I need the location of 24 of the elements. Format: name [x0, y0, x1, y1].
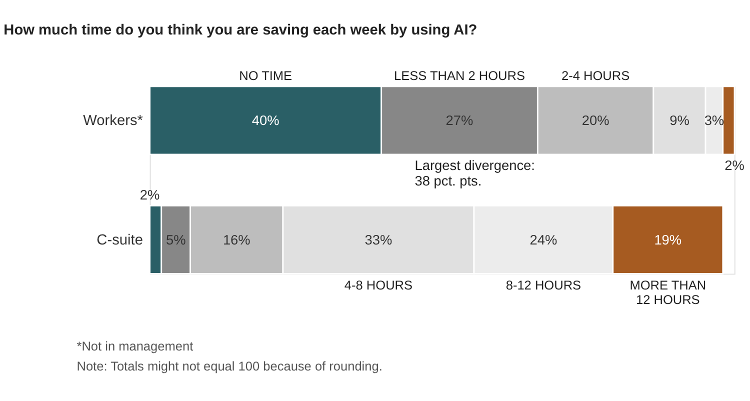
data-label: 33%: [364, 232, 392, 248]
data-label: 2%: [724, 158, 744, 173]
series-label: 4-8 HOURS: [344, 277, 413, 292]
data-label: 40%: [252, 113, 280, 128]
data-label: 16%: [222, 232, 250, 248]
chart-title: How much time do you think you are saving each week by using AI?: [4, 22, 478, 38]
series-label: MORE THAN 12 HOURS: [630, 277, 706, 307]
series-label: 2-4 HOURS: [561, 68, 630, 84]
text: *Not in management: [76, 338, 194, 354]
series-label: LESS THAN 2 HOURS: [394, 68, 526, 84]
text: Note: Totals might not equal 100 because of rounding.: [76, 358, 382, 374]
data-label: 27%: [446, 113, 474, 128]
series-label: NO TIME: [239, 68, 292, 84]
y-tick-label: Workers*: [83, 113, 144, 130]
data-label: 5%: [166, 232, 186, 248]
data-label: 3%: [704, 113, 724, 128]
series-label: 8-12 HOURS: [506, 277, 582, 292]
data-label: 9%: [670, 113, 690, 128]
data-label: 20%: [582, 113, 610, 128]
data-label: 2%: [140, 187, 160, 202]
data-label: 24%: [530, 232, 558, 248]
annotation: Largest divergence: 38 pct. pts.: [414, 158, 535, 189]
data-label: 19%: [654, 232, 682, 248]
y-tick-label: C-suite: [96, 232, 143, 248]
